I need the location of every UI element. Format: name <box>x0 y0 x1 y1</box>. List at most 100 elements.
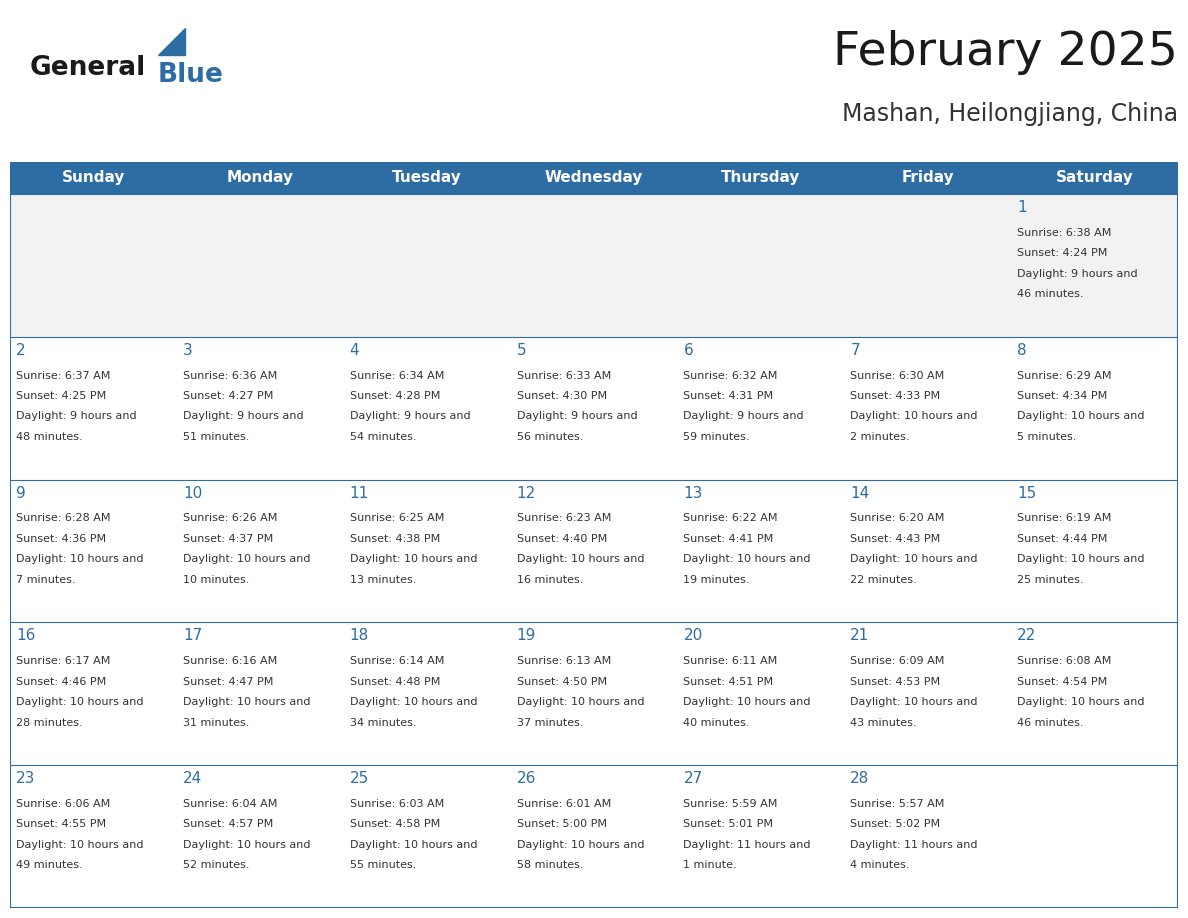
Text: 49 minutes.: 49 minutes. <box>15 860 83 870</box>
Text: 27: 27 <box>683 771 702 786</box>
Text: Sunset: 4:30 PM: Sunset: 4:30 PM <box>517 391 607 401</box>
Text: 3: 3 <box>183 342 192 358</box>
Text: Sunrise: 6:32 AM: Sunrise: 6:32 AM <box>683 371 778 381</box>
Text: 16: 16 <box>15 629 36 644</box>
Text: 13: 13 <box>683 486 703 500</box>
Text: Daylight: 10 hours and: Daylight: 10 hours and <box>15 554 144 565</box>
Bar <box>677 766 845 908</box>
Text: 2: 2 <box>15 342 26 358</box>
Text: Tuesday: Tuesday <box>392 171 462 185</box>
Text: 12: 12 <box>517 486 536 500</box>
Text: Sunrise: 6:36 AM: Sunrise: 6:36 AM <box>183 371 277 381</box>
Text: Sunset: 4:25 PM: Sunset: 4:25 PM <box>15 391 106 401</box>
Text: Sunrise: 6:28 AM: Sunrise: 6:28 AM <box>15 513 110 523</box>
Text: Monday: Monday <box>227 171 293 185</box>
Text: 25 minutes.: 25 minutes. <box>1017 575 1083 585</box>
Text: Sunset: 4:55 PM: Sunset: 4:55 PM <box>15 820 106 830</box>
Text: Sunset: 4:54 PM: Sunset: 4:54 PM <box>1017 677 1107 687</box>
Text: Daylight: 10 hours and: Daylight: 10 hours and <box>851 697 978 707</box>
Text: Sunday: Sunday <box>62 171 125 185</box>
Text: Daylight: 10 hours and: Daylight: 10 hours and <box>683 554 811 565</box>
Text: Sunrise: 6:23 AM: Sunrise: 6:23 AM <box>517 513 611 523</box>
Bar <box>1011 766 1178 908</box>
Text: Daylight: 10 hours and: Daylight: 10 hours and <box>1017 697 1145 707</box>
Text: 59 minutes.: 59 minutes. <box>683 431 750 442</box>
Bar <box>343 622 511 766</box>
Text: Daylight: 10 hours and: Daylight: 10 hours and <box>1017 411 1145 421</box>
Text: Daylight: 9 hours and: Daylight: 9 hours and <box>183 411 303 421</box>
Text: Sunrise: 6:06 AM: Sunrise: 6:06 AM <box>15 799 110 809</box>
Text: Sunset: 4:24 PM: Sunset: 4:24 PM <box>1017 248 1107 258</box>
Text: Daylight: 9 hours and: Daylight: 9 hours and <box>349 411 470 421</box>
Text: 40 minutes.: 40 minutes. <box>683 718 750 727</box>
Bar <box>10 337 177 479</box>
Text: Sunset: 4:58 PM: Sunset: 4:58 PM <box>349 820 440 830</box>
Bar <box>677 337 845 479</box>
Text: Sunrise: 5:57 AM: Sunrise: 5:57 AM <box>851 799 944 809</box>
Text: Sunset: 5:02 PM: Sunset: 5:02 PM <box>851 820 941 830</box>
Bar <box>177 479 343 622</box>
Text: 14: 14 <box>851 486 870 500</box>
Bar <box>511 337 677 479</box>
Text: Sunrise: 6:20 AM: Sunrise: 6:20 AM <box>851 513 944 523</box>
Bar <box>177 337 343 479</box>
Text: 1: 1 <box>1017 200 1026 215</box>
Text: 10: 10 <box>183 486 202 500</box>
Text: 46 minutes.: 46 minutes. <box>1017 289 1083 299</box>
Text: Sunrise: 6:03 AM: Sunrise: 6:03 AM <box>349 799 444 809</box>
Bar <box>10 766 177 908</box>
Text: Sunset: 4:47 PM: Sunset: 4:47 PM <box>183 677 273 687</box>
Text: Sunset: 4:48 PM: Sunset: 4:48 PM <box>349 677 440 687</box>
Text: 23: 23 <box>15 771 36 786</box>
Text: 28: 28 <box>851 771 870 786</box>
Text: Sunset: 4:50 PM: Sunset: 4:50 PM <box>517 677 607 687</box>
Text: Sunrise: 6:30 AM: Sunrise: 6:30 AM <box>851 371 944 381</box>
Text: Sunset: 4:46 PM: Sunset: 4:46 PM <box>15 677 106 687</box>
Text: Daylight: 10 hours and: Daylight: 10 hours and <box>683 697 811 707</box>
Text: 19: 19 <box>517 629 536 644</box>
Text: Sunrise: 6:19 AM: Sunrise: 6:19 AM <box>1017 513 1112 523</box>
Bar <box>1011 194 1178 337</box>
Text: February 2025: February 2025 <box>833 30 1178 75</box>
Text: 34 minutes.: 34 minutes. <box>349 718 416 727</box>
Text: 5 minutes.: 5 minutes. <box>1017 431 1076 442</box>
Text: Sunrise: 6:38 AM: Sunrise: 6:38 AM <box>1017 228 1112 238</box>
Bar <box>511 622 677 766</box>
Text: Sunset: 5:00 PM: Sunset: 5:00 PM <box>517 820 607 830</box>
Text: Sunrise: 6:04 AM: Sunrise: 6:04 AM <box>183 799 277 809</box>
Text: Sunset: 4:37 PM: Sunset: 4:37 PM <box>183 534 273 543</box>
Text: 54 minutes.: 54 minutes. <box>349 431 416 442</box>
Bar <box>677 194 845 337</box>
Text: Sunrise: 6:34 AM: Sunrise: 6:34 AM <box>349 371 444 381</box>
Text: Sunset: 4:28 PM: Sunset: 4:28 PM <box>349 391 440 401</box>
Text: 4 minutes.: 4 minutes. <box>851 860 910 870</box>
Polygon shape <box>158 28 185 55</box>
Text: 58 minutes.: 58 minutes. <box>517 860 583 870</box>
Text: Daylight: 10 hours and: Daylight: 10 hours and <box>1017 554 1145 565</box>
Text: General: General <box>30 55 146 81</box>
Text: 10 minutes.: 10 minutes. <box>183 575 249 585</box>
Text: Daylight: 10 hours and: Daylight: 10 hours and <box>517 697 644 707</box>
Text: 48 minutes.: 48 minutes. <box>15 431 83 442</box>
Bar <box>177 194 343 337</box>
Text: Daylight: 9 hours and: Daylight: 9 hours and <box>517 411 637 421</box>
Text: 22 minutes.: 22 minutes. <box>851 575 917 585</box>
Text: Sunset: 4:34 PM: Sunset: 4:34 PM <box>1017 391 1107 401</box>
Text: 22: 22 <box>1017 629 1036 644</box>
Bar <box>677 622 845 766</box>
Bar <box>343 337 511 479</box>
Text: Sunset: 4:36 PM: Sunset: 4:36 PM <box>15 534 106 543</box>
Text: 26: 26 <box>517 771 536 786</box>
Text: Sunrise: 6:29 AM: Sunrise: 6:29 AM <box>1017 371 1112 381</box>
Text: Sunrise: 6:26 AM: Sunrise: 6:26 AM <box>183 513 277 523</box>
Text: 17: 17 <box>183 629 202 644</box>
Text: 2 minutes.: 2 minutes. <box>851 431 910 442</box>
Bar <box>845 337 1011 479</box>
Bar <box>677 479 845 622</box>
Bar <box>177 622 343 766</box>
Bar <box>343 194 511 337</box>
Bar <box>845 479 1011 622</box>
Text: 9: 9 <box>15 486 26 500</box>
Text: 5: 5 <box>517 342 526 358</box>
Text: 15: 15 <box>1017 486 1036 500</box>
